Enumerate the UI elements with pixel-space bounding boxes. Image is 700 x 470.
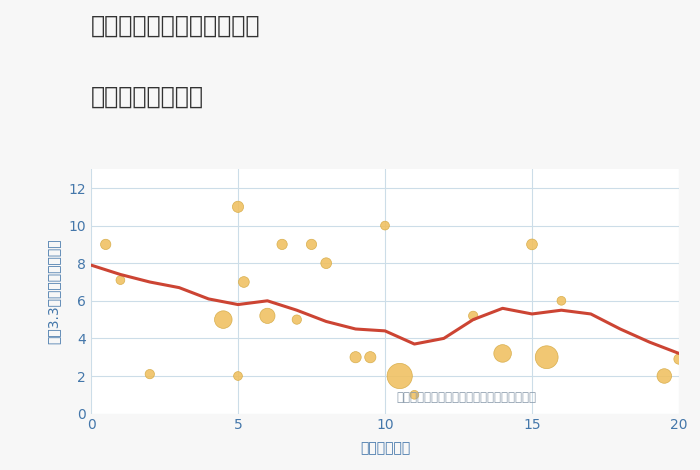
Point bbox=[365, 353, 376, 361]
Point bbox=[276, 241, 288, 248]
Point bbox=[306, 241, 317, 248]
Point bbox=[232, 372, 244, 380]
Point bbox=[379, 222, 391, 229]
Point bbox=[409, 391, 420, 399]
Point bbox=[526, 241, 538, 248]
Point bbox=[115, 276, 126, 284]
Point bbox=[468, 312, 479, 320]
Point bbox=[659, 372, 670, 380]
Text: 駅距離別土地価格: 駅距離別土地価格 bbox=[91, 85, 204, 109]
Y-axis label: 坪（3.3㎡）単価（万円）: 坪（3.3㎡）単価（万円） bbox=[46, 239, 60, 344]
Point bbox=[238, 278, 249, 286]
Point bbox=[218, 316, 229, 323]
Point bbox=[144, 370, 155, 378]
Text: 円の大きさは、取引のあった物件面積を示す: 円の大きさは、取引のあった物件面積を示す bbox=[397, 391, 537, 404]
Point bbox=[541, 353, 552, 361]
Point bbox=[497, 350, 508, 357]
Point bbox=[673, 355, 685, 363]
Text: 兵庫県丹波市青垣町小倉の: 兵庫県丹波市青垣町小倉の bbox=[91, 14, 260, 38]
X-axis label: 駅距離（分）: 駅距離（分） bbox=[360, 441, 410, 455]
Point bbox=[291, 316, 302, 323]
Point bbox=[262, 312, 273, 320]
Point bbox=[321, 259, 332, 267]
Point bbox=[350, 353, 361, 361]
Point bbox=[394, 372, 405, 380]
Point bbox=[232, 203, 244, 211]
Point bbox=[100, 241, 111, 248]
Point bbox=[556, 297, 567, 305]
